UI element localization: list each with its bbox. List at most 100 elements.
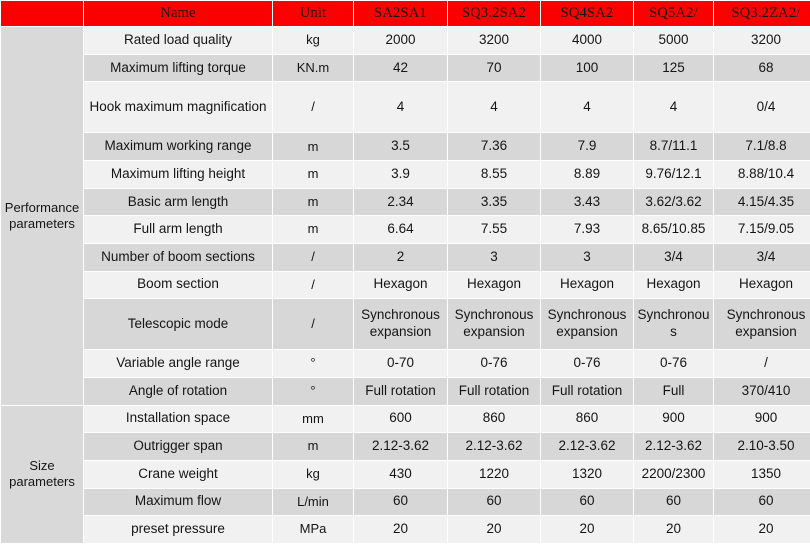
row-unit: m [273,216,353,243]
row-value: 4 [541,82,633,133]
group-label-size: Size parameters [1,405,83,543]
row-name: Maximum lifting height [84,160,272,188]
header-row: Name Unit SA2SA1 SQ3.2SA2 SQ4SA2 SQ5A2/ … [1,1,810,26]
row-value: 2200/2300 [634,460,713,488]
row-name: Boom section [84,271,272,299]
row-name: Hook maximum magnification [84,82,272,133]
row-unit: m [273,160,353,188]
row-name: Angle of rotation [84,377,272,405]
row-value: 3.43 [541,188,633,216]
table-row: Angle of rotation ° Full rotation Full r… [1,377,810,405]
row-name: Full arm length [84,216,272,243]
row-value: 3 [541,243,633,271]
row-value: 20 [634,516,713,543]
header-model-sq5a2: SQ5A2/ [634,1,713,26]
row-unit: L/min [273,488,353,516]
row-value: 0-76 [634,350,713,377]
header-name: Name [84,1,272,26]
row-value: 100 [541,54,633,82]
table-row: Maximum working range m 3.5 7.36 7.9 8.7… [1,133,810,160]
row-value: 42 [354,54,447,82]
row-unit: kg [273,27,353,54]
row-value: 5000 [634,27,713,54]
row-value: 600 [354,405,447,433]
row-name: Rated load quality [84,27,272,54]
row-value: 1320 [541,460,633,488]
row-unit: ° [273,350,353,377]
row-value: 20 [448,516,540,543]
row-value: 20 [714,516,810,543]
table-row: Telescopic mode / Synchronous expansion … [1,299,810,350]
table-row: Full arm length m 6.64 7.55 7.93 8.65/10… [1,216,810,243]
row-value: 4 [448,82,540,133]
row-value: 7.9 [541,133,633,160]
row-name: Variable angle range [84,350,272,377]
row-value: 4000 [541,27,633,54]
table-row: preset pressure MPa 20 20 20 20 20 [1,516,810,543]
row-value: 0-76 [448,350,540,377]
row-value: 0-70 [354,350,447,377]
row-unit: m [273,433,353,460]
row-value: 2.12-3.62 [634,433,713,460]
row-value: 8.55 [448,160,540,188]
table-row: Basic arm length m 2.34 3.35 3.43 3.62/3… [1,188,810,216]
row-value: 7.36 [448,133,540,160]
row-unit: / [273,271,353,299]
row-value: 60 [541,488,633,516]
row-value: 20 [354,516,447,543]
header-model-sq32za2: SQ3.2ZA2/ [714,1,810,26]
row-name: Crane weight [84,460,272,488]
row-value: 3.35 [448,188,540,216]
row-value: 6.64 [354,216,447,243]
table-row: Maximum lifting torque KN.m 42 70 100 12… [1,54,810,82]
row-unit: m [273,133,353,160]
row-name: Number of boom sections [84,243,272,271]
row-value: 4.15/4.35 [714,188,810,216]
row-value: Synchronous [634,299,713,350]
row-value: 900 [634,405,713,433]
row-unit: mm [273,405,353,433]
row-value: Full rotation [448,377,540,405]
row-value: 68 [714,54,810,82]
row-name: Installation space [84,405,272,433]
row-value: 2.34 [354,188,447,216]
row-unit: MPa [273,516,353,543]
row-value: 1350 [714,460,810,488]
row-value: Hexagon [541,271,633,299]
table-row: Performance parameters Rated load qualit… [1,27,810,405]
group-label-performance: Performance parameters [1,27,83,405]
row-unit: / [273,243,353,271]
row-value: 9.76/12.1 [634,160,713,188]
header-unit: Unit [273,1,353,26]
row-value: 860 [448,405,540,433]
row-name: Telescopic mode [84,299,272,350]
row-value: 2.12-3.62 [541,433,633,460]
row-value: 8.88/10.4 [714,160,810,188]
row-value: 2000 [354,27,447,54]
table-header: Name Unit SA2SA1 SQ3.2SA2 SQ4SA2 SQ5A2/ … [1,1,810,26]
row-value: 3.5 [354,133,447,160]
row-value: Synchronous expansion [354,299,447,350]
row-unit: / [273,82,353,133]
row-value: / [714,350,810,377]
row-value: 60 [448,488,540,516]
row-value: Full [634,377,713,405]
row-value: 4 [634,82,713,133]
row-unit: m [273,188,353,216]
table-row: Maximum lifting height m 3.9 8.55 8.89 9… [1,160,810,188]
row-value: 900 [714,405,810,433]
row-value: Synchronous expansion [448,299,540,350]
table-row: Maximum flow L/min 60 60 60 60 60 [1,488,810,516]
row-value: 3/4 [714,243,810,271]
row-name: Basic arm length [84,188,272,216]
row-value: 1220 [448,460,540,488]
row-value: 20 [541,516,633,543]
row-value: 7.93 [541,216,633,243]
row-value: Full rotation [541,377,633,405]
row-value: 7.15/9.05 [714,216,810,243]
row-value: 2.10-3.50 [714,433,810,460]
row-name: preset pressure [84,516,272,543]
row-value: 7.55 [448,216,540,243]
row-name: Maximum lifting torque [84,54,272,82]
